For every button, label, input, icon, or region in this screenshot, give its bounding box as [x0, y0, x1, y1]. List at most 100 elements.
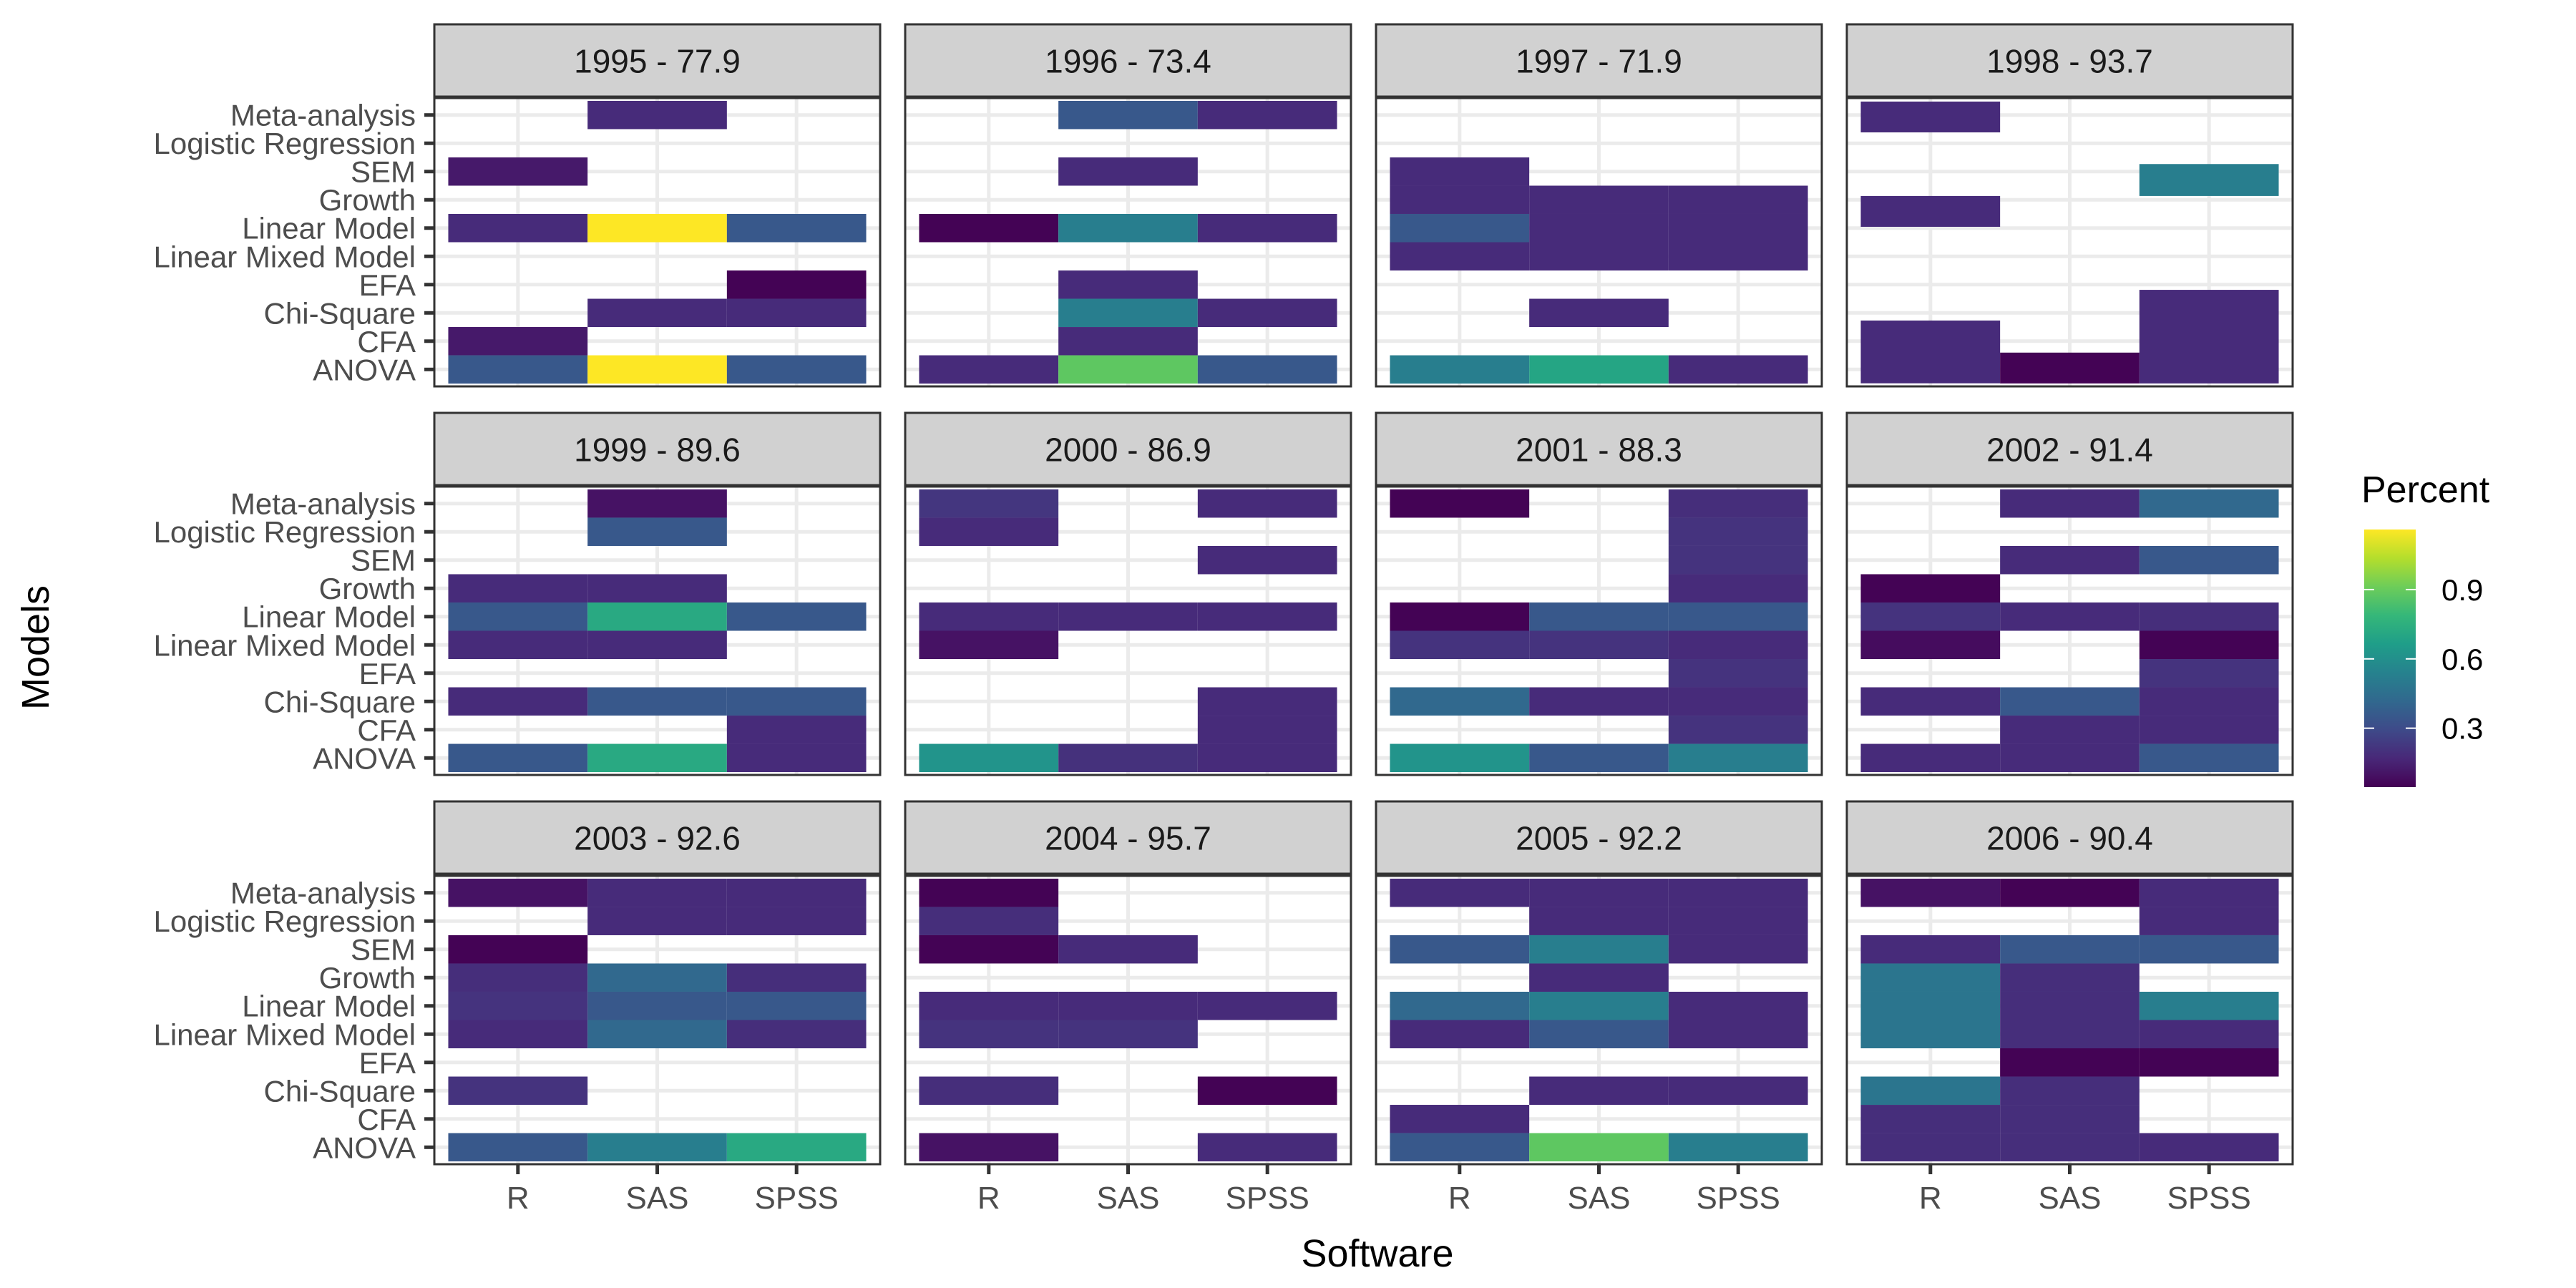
facet-strip — [1845, 411, 2294, 487]
tile-sem-sas — [1058, 935, 1198, 964]
tile-efa-sas — [1058, 270, 1198, 299]
panel-2002: 2002 - 91.4 — [1845, 411, 2294, 776]
facet-strip — [1845, 23, 2294, 98]
tile-meta-analysis-sas — [587, 489, 727, 518]
tile-sem-r — [448, 935, 588, 964]
panel-border — [1375, 485, 1823, 776]
facet-label: 2001 - 88.3 — [1516, 431, 1682, 469]
tile-linear-mixed-model-sas — [2000, 1020, 2140, 1049]
x-tick-label: SAS — [625, 1181, 688, 1216]
tile-linear-mixed-model-r — [1390, 1020, 1530, 1049]
y-tick-label: Linear Mixed Model — [153, 1018, 416, 1051]
legend-tick-label: 0.6 — [2441, 643, 2483, 676]
tile-linear-mixed-model-sas — [1058, 1020, 1198, 1049]
tile-anova-sas — [1058, 743, 1198, 773]
tile-linear-mixed-model-r — [1860, 1020, 2001, 1049]
y-tick-label: Meta-analysis — [230, 487, 416, 521]
y-tick-label: Logistic Regression — [153, 515, 416, 549]
tile-meta-analysis-spss — [1197, 100, 1337, 130]
tile-meta-analysis-r — [1390, 878, 1530, 907]
facet-label: 1998 - 93.7 — [1986, 43, 2153, 80]
tile-anova-r — [448, 743, 588, 773]
tile-linear-model-sas — [1529, 213, 1669, 243]
facet-strip — [904, 800, 1352, 875]
panel-1996: 1996 - 73.4 — [904, 23, 1352, 388]
tile-linear-mixed-model-r — [448, 630, 588, 660]
facet-strip — [433, 411, 882, 487]
tile-linear-mixed-model-sas — [1529, 630, 1669, 660]
tile-anova-spss — [726, 1133, 867, 1162]
facet-strip — [904, 23, 1352, 98]
x-tick-label: R — [1919, 1181, 1942, 1216]
tile-anova-sas — [1058, 355, 1198, 384]
tile-growth-sas — [1529, 185, 1669, 214]
tile-linear-model-spss — [726, 991, 867, 1020]
tile-growth-r — [1860, 963, 2001, 992]
panel-border — [904, 97, 1352, 388]
tile-chi-square-sas — [587, 298, 727, 328]
tile-chi-square-sas — [2000, 687, 2140, 716]
x-tick-label: SPSS — [1696, 1181, 1780, 1216]
tile-growth-r — [448, 574, 588, 602]
tile-anova-r — [1390, 355, 1530, 384]
tile-linear-model-spss — [1197, 602, 1337, 631]
panel-border — [904, 485, 1352, 776]
tile-linear-model-sas — [587, 602, 727, 631]
facet-strip — [904, 411, 1352, 487]
tile-sem-spss — [1197, 545, 1337, 575]
tile-cfa-sas — [1058, 327, 1198, 356]
tile-anova-spss — [1197, 1133, 1337, 1162]
tile-linear-model-sas — [587, 991, 727, 1020]
tile-anova-spss — [1197, 743, 1337, 773]
tile-cfa-spss — [2139, 716, 2279, 744]
tile-meta-analysis-sas — [2000, 878, 2140, 907]
y-tick-label: ANOVA — [313, 353, 416, 386]
tile-growth-r — [1860, 195, 2001, 227]
panel-border — [433, 485, 882, 776]
x-axis: R SAS SPSS R SAS SPSS R SAS SPSS R SAS SPSS — [507, 1164, 2251, 1216]
panels: 1995 - 77.9 1996 - 73.4 1997 - 71.9 1998 - … — [433, 23, 2294, 1166]
tile-linear-model-r — [1390, 602, 1530, 631]
facet-label: 2005 - 92.2 — [1516, 820, 1682, 857]
tile-chi-square-sas — [2000, 1076, 2140, 1106]
tile-anova-spss — [1668, 355, 1808, 384]
tile-meta-analysis-spss — [726, 878, 867, 907]
facet-label: 1997 - 71.9 — [1516, 43, 1682, 80]
facet-label: 2002 - 91.4 — [1986, 431, 2153, 469]
tile-anova-sas — [587, 743, 727, 773]
legend-tick-label: 0.9 — [2441, 573, 2483, 607]
tile-chi-square-r — [448, 1076, 588, 1106]
tile-anova-r — [1860, 1133, 2001, 1162]
tile-meta-analysis-r — [1390, 489, 1530, 518]
tile-meta-analysis-r — [1860, 101, 2001, 133]
y-tick-label: EFA — [359, 657, 416, 691]
panel-2005: 2005 - 92.2 — [1375, 800, 1823, 1166]
tile-anova-r — [1390, 1133, 1530, 1162]
tile-anova-r — [919, 1133, 1059, 1162]
tile-growth-sas — [587, 963, 727, 992]
tile-anova-r — [1390, 743, 1530, 773]
tile-growth-sas — [2000, 963, 2140, 992]
panel-border — [433, 97, 882, 388]
tile-sem-spss — [2139, 164, 2279, 196]
tile-anova-r — [919, 743, 1059, 773]
tile-linear-model-r — [919, 213, 1059, 243]
x-tick-label: SAS — [1567, 1181, 1630, 1216]
tile-linear-model-spss — [1197, 991, 1337, 1020]
panel-1998: 1998 - 93.7 — [1845, 23, 2294, 388]
tile-linear-model-r — [1390, 213, 1530, 243]
tile-linear-model-sas — [587, 213, 727, 243]
tile-meta-analysis-r — [919, 489, 1059, 518]
tile-chi-square-spss — [1197, 298, 1337, 328]
y-tick-label: ANOVA — [313, 741, 416, 775]
tile-chi-square-spss — [2139, 290, 2279, 384]
tile-linear-mixed-model-r — [1390, 630, 1530, 660]
tile-sem-sas — [1058, 157, 1198, 186]
tile-anova-sas — [2000, 1133, 2140, 1162]
panel-1995: 1995 - 77.9 — [433, 23, 882, 388]
legend-title: Percent — [2361, 469, 2490, 511]
tile-cfa-spss — [1668, 716, 1808, 744]
y-tick-label: Chi-Square — [264, 1074, 416, 1108]
tile-linear-mixed-model-spss — [726, 1020, 867, 1049]
tile-growth-r — [1390, 185, 1530, 214]
